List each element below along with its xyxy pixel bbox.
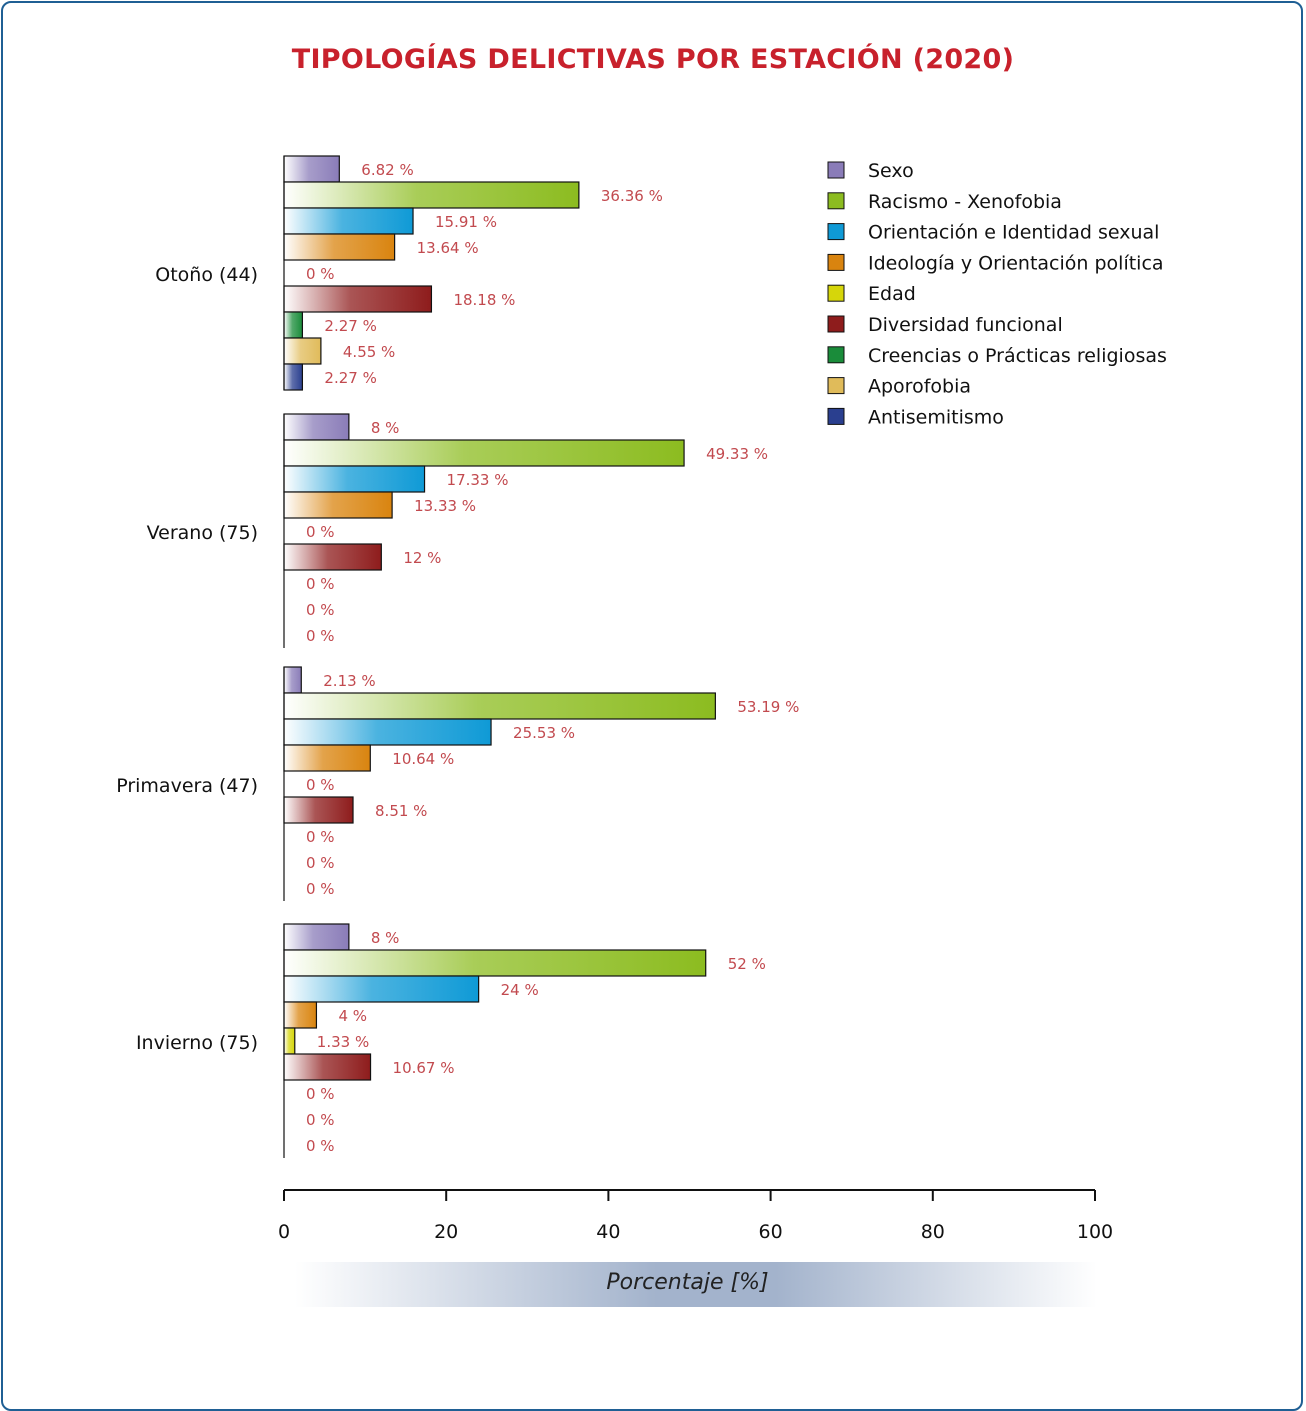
data-label: 8.51 % bbox=[375, 802, 427, 820]
bar bbox=[283, 923, 350, 951]
legend-swatch bbox=[827, 407, 845, 425]
data-label: 10.64 % bbox=[392, 750, 454, 768]
legend-swatch bbox=[827, 346, 845, 364]
category-label: Otoño (44) bbox=[155, 264, 258, 286]
legend-label: Antisemitismo bbox=[868, 406, 1004, 428]
legend-label: Edad bbox=[868, 283, 916, 305]
data-label: 8 % bbox=[371, 419, 400, 437]
data-label: 0 % bbox=[306, 265, 335, 283]
data-label: 0 % bbox=[306, 627, 335, 645]
category-label: Invierno (75) bbox=[136, 1032, 258, 1054]
legend-label: Aporofobia bbox=[868, 376, 971, 398]
bar bbox=[283, 491, 393, 519]
data-label: 1.33 % bbox=[317, 1033, 369, 1051]
bar bbox=[283, 718, 492, 746]
bar bbox=[283, 155, 340, 183]
data-label: 24 % bbox=[501, 981, 539, 999]
legend-swatch bbox=[827, 315, 845, 333]
data-label: 0 % bbox=[306, 880, 335, 898]
data-label: 2.13 % bbox=[323, 672, 375, 690]
data-label: 13.64 % bbox=[417, 239, 479, 257]
x-tick-label: 20 bbox=[434, 1221, 458, 1243]
chart-title: TIPOLOGÍAS DELICTIVAS POR ESTACIÓN (2020… bbox=[291, 44, 1015, 75]
data-label: 6.82 % bbox=[361, 161, 413, 179]
bar bbox=[283, 207, 414, 235]
legend-swatch bbox=[827, 192, 845, 210]
bar bbox=[283, 1001, 318, 1029]
legend-swatch bbox=[827, 377, 845, 395]
data-label: 10.67 % bbox=[393, 1059, 455, 1077]
data-label: 0 % bbox=[306, 601, 335, 619]
data-label: 12 % bbox=[403, 549, 441, 567]
data-label: 8 % bbox=[371, 929, 400, 947]
data-label: 0 % bbox=[306, 854, 335, 872]
bar bbox=[283, 1053, 372, 1081]
data-label: 49.33 % bbox=[706, 445, 768, 463]
legend-swatch bbox=[827, 284, 845, 302]
data-label: 0 % bbox=[306, 1111, 335, 1129]
bar bbox=[283, 285, 433, 313]
data-label: 18.18 % bbox=[453, 291, 515, 309]
bar bbox=[283, 543, 382, 571]
data-label: 0 % bbox=[306, 523, 335, 541]
x-tick-label: 0 bbox=[278, 1221, 290, 1243]
x-axis-label-band bbox=[295, 1262, 1097, 1307]
bar bbox=[283, 1027, 296, 1055]
legend-label: Sexo bbox=[868, 160, 914, 182]
data-label: 0 % bbox=[306, 776, 335, 794]
x-tick-label: 80 bbox=[921, 1221, 945, 1243]
bar bbox=[283, 413, 350, 441]
x-tick-label: 60 bbox=[759, 1221, 783, 1243]
data-label: 53.19 % bbox=[737, 698, 799, 716]
legend-swatch bbox=[827, 161, 845, 179]
bar bbox=[283, 796, 354, 824]
bar bbox=[283, 975, 480, 1003]
legend-label: Diversidad funcional bbox=[868, 314, 1063, 336]
data-label: 25.53 % bbox=[513, 724, 575, 742]
category-label: Primavera (47) bbox=[116, 775, 258, 797]
legend-swatch bbox=[827, 253, 845, 271]
data-label: 36.36 % bbox=[601, 187, 663, 205]
data-label: 17.33 % bbox=[447, 471, 509, 489]
bar bbox=[283, 337, 322, 365]
category-label: Verano (75) bbox=[147, 522, 258, 544]
bar bbox=[283, 666, 302, 694]
data-label: 0 % bbox=[306, 828, 335, 846]
data-label: 2.27 % bbox=[324, 369, 376, 387]
bar bbox=[283, 311, 304, 339]
data-label: 4.55 % bbox=[343, 343, 395, 361]
data-label: 0 % bbox=[306, 1085, 335, 1103]
bar bbox=[283, 439, 685, 467]
data-label: 2.27 % bbox=[324, 317, 376, 335]
bar bbox=[283, 744, 371, 772]
bar bbox=[283, 692, 716, 720]
legend-label: Racismo - Xenofobia bbox=[868, 191, 1062, 213]
legend-label: Creencias o Prácticas religiosas bbox=[868, 345, 1167, 367]
data-label: 15.91 % bbox=[435, 213, 497, 231]
data-label: 52 % bbox=[728, 955, 766, 973]
x-tick-label: 100 bbox=[1077, 1221, 1113, 1243]
bar bbox=[283, 363, 304, 391]
bar bbox=[283, 233, 396, 261]
data-label: 4 % bbox=[338, 1007, 367, 1025]
bar bbox=[283, 181, 580, 209]
data-label: 0 % bbox=[306, 575, 335, 593]
legend-swatch bbox=[827, 223, 845, 241]
x-tick-label: 40 bbox=[596, 1221, 620, 1243]
bar bbox=[283, 949, 707, 977]
bar bbox=[283, 465, 426, 493]
legend-label: Orientación e Identidad sexual bbox=[868, 222, 1159, 244]
data-label: 13.33 % bbox=[414, 497, 476, 515]
data-label: 0 % bbox=[306, 1137, 335, 1155]
legend-label: Ideología y Orientación política bbox=[868, 252, 1164, 274]
x-axis-label: Porcentaje [%] bbox=[606, 1270, 769, 1295]
